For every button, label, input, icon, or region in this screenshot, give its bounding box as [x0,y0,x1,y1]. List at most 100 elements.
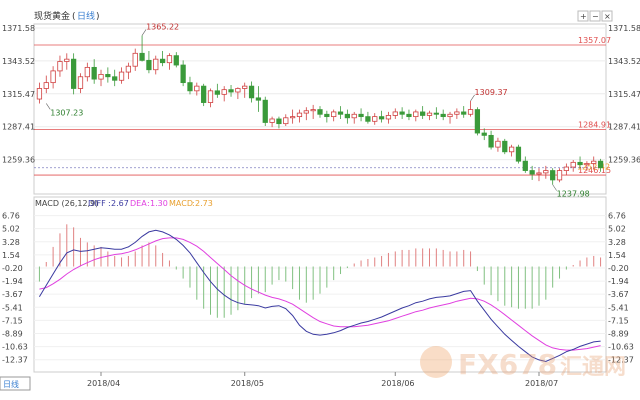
candle-body [563,166,569,171]
main-y-tick-right: 1371.58 [608,24,640,33]
candle-body [303,110,309,114]
macd-legend-title: MACD (26,12,9) [35,199,98,208]
candle [508,144,515,157]
candle-body [365,116,371,122]
x-tick-label: 2018/05 [231,379,264,388]
zoom-out-button[interactable]: − [589,10,601,22]
macd-legend-diff-label: DIFF [88,199,106,208]
annotation-pointer [470,94,475,102]
candle-body [201,85,207,103]
close-button[interactable]: × [601,10,613,22]
annotation-pointer [552,184,557,191]
watermark-text-cn: 汇通网 [560,355,626,380]
candle-body [64,58,70,62]
candle-body [98,74,104,80]
candle-body [543,170,549,174]
candle [36,82,43,104]
macd-y-tick-left: -8.89 [2,329,23,338]
price-annotations: 1365.22 1307.23 1309.37 1237.98 [46,22,590,199]
candle-body [426,112,433,116]
close-icon: × [604,12,611,21]
candle [317,106,323,118]
candle-body [166,55,173,64]
macd-legend-diff-value: 2.67 [111,199,129,208]
candle-body [248,85,255,99]
macd-y-tick-left: 6.76 [2,212,20,221]
candle [187,76,193,95]
candle [529,165,535,180]
candle-body [378,116,385,120]
candle-body [324,113,330,118]
candle [584,161,590,171]
candle-body [529,170,535,175]
footer-period-selector[interactable]: 日线 [0,376,31,391]
candle [50,66,56,89]
macd-y-tick-right: -12.37 [608,356,634,365]
candle [242,82,248,98]
main-y-tick-left: 1315.47 [2,90,35,99]
candle [276,116,282,129]
macd-y-tick-left: 1.54 [2,251,20,260]
macd-y-tick-left: -0.20 [2,264,23,273]
annotation-label: 1365.22 [146,22,179,31]
candle-body [522,160,528,171]
candle [125,62,132,80]
macd-y-tick-left: -12.37 [2,356,28,365]
candle [570,160,576,172]
x-ticks: 2018/04 2018/05 2018/06 2018/07 [87,372,558,388]
main-y-ticks: 1371.58 1371.58 1343.52 1343.52 1315.47 1315.… [2,24,640,165]
candle [365,111,371,124]
chart-title: 现货黄金 [34,10,70,22]
x-tick-label: 2018/07 [525,379,558,388]
main-y-tick-left: 1371.58 [2,24,35,33]
reference-line-label: 1284.91 [578,121,611,130]
candle [166,53,173,70]
macd-y-tick-right: -8.89 [608,329,629,338]
candle [77,73,84,94]
candle-body [556,170,563,181]
candle-body [502,140,508,153]
candle-body [591,160,597,164]
candle [447,111,453,124]
macd-legend-macd-colon: : [192,199,195,208]
candle [207,88,214,108]
macd-y-tick-left: 5.02 [2,225,20,234]
candle-body [481,132,487,136]
candle-body [372,116,378,122]
candle [550,168,556,185]
candle-body [296,112,303,118]
candle-body [91,66,97,80]
annotation-pointer [46,103,51,110]
candle [290,109,296,124]
candle [358,108,364,122]
zoom-in-button[interactable]: + [577,10,589,22]
candle-body [269,118,275,123]
candle-body [71,58,77,89]
x-tick-label: 2018/06 [381,379,414,388]
candle [214,83,220,98]
candle [255,86,262,112]
macd-histogram [38,224,602,318]
candle-body [139,52,145,61]
candle [43,75,49,94]
candle [474,107,481,136]
macd-legend-dea-colon: : [147,199,150,208]
candle-body [536,172,542,175]
macd-y-tick-right: -7.15 [608,316,629,325]
candle [221,86,227,102]
candle-body [36,88,43,100]
candle-body [392,111,398,116]
candle-body [194,85,200,92]
candle [269,116,275,128]
candle [495,137,501,152]
candle [461,106,467,118]
candle-body [235,88,241,93]
candle [337,106,344,119]
candle [262,96,268,126]
candle [283,114,289,126]
macd-y-tick-right: 3.28 [608,238,626,247]
annotation-pointer [141,29,147,36]
candle [296,109,303,123]
candle-body [159,58,166,64]
